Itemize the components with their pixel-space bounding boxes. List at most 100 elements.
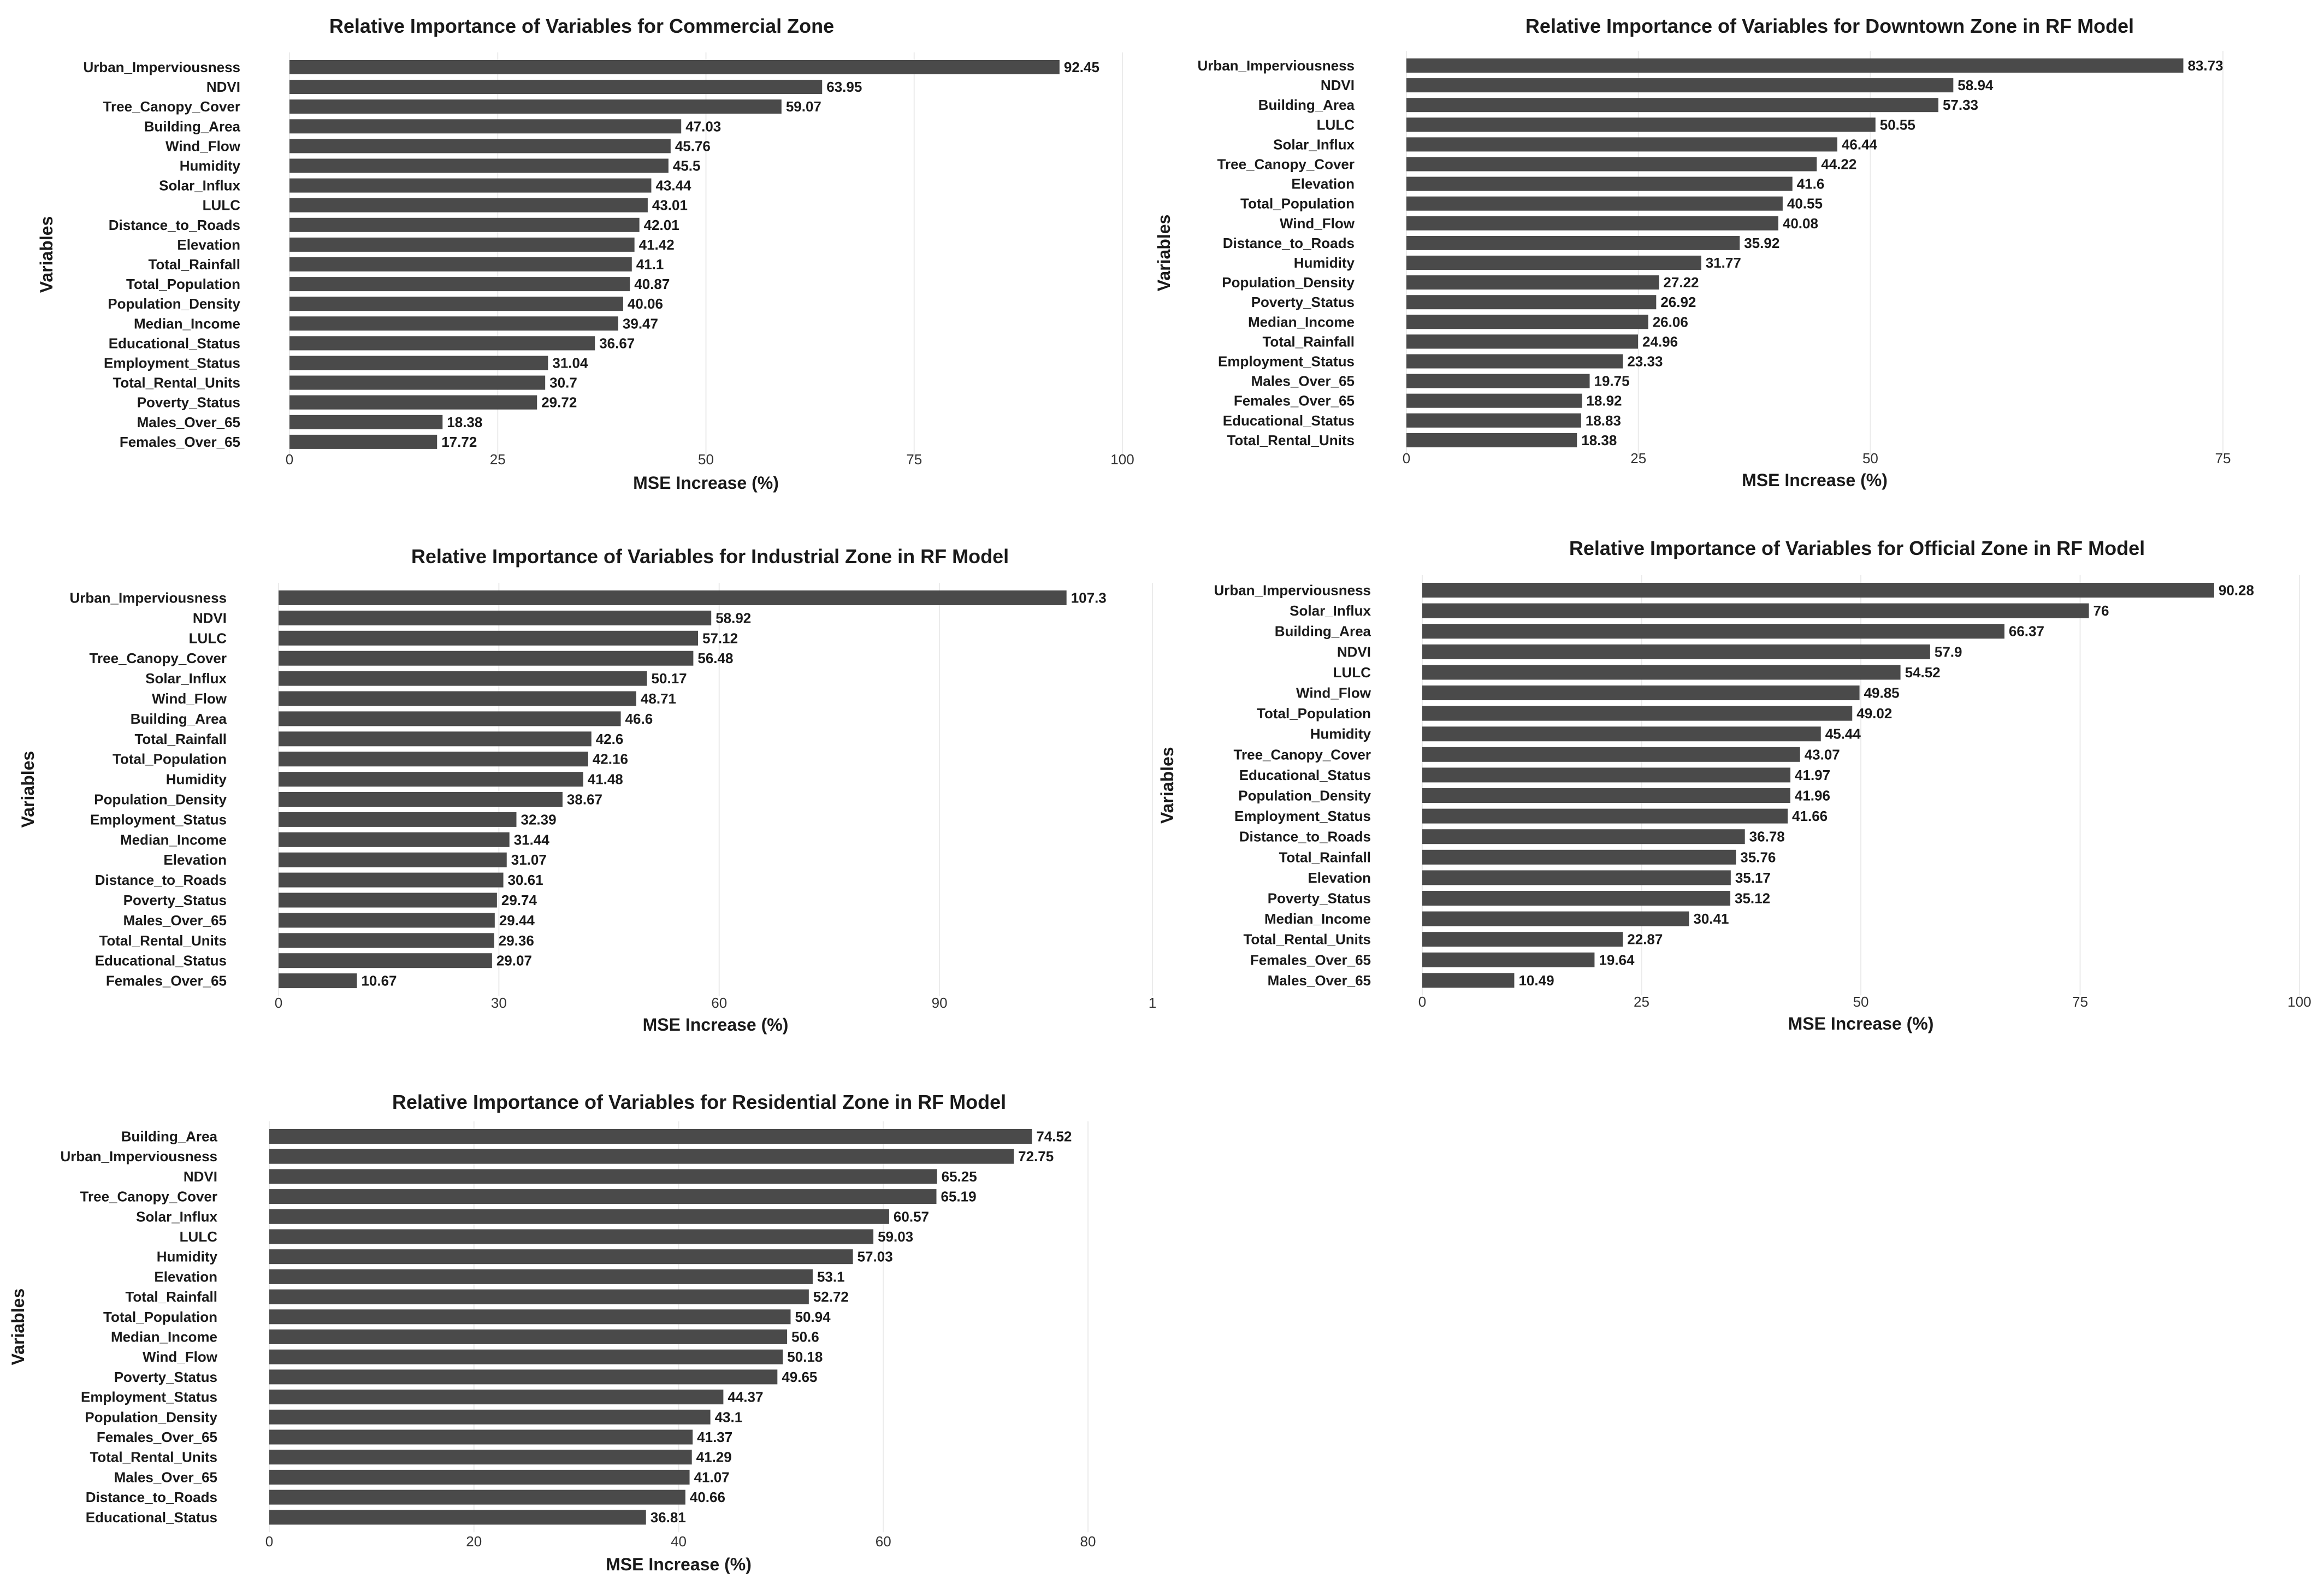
category-label: Employment_Status bbox=[1218, 353, 1355, 370]
category-label: Solar_Influx bbox=[159, 178, 240, 194]
x-tick-label: 100 bbox=[1110, 451, 1134, 468]
value-label: 60.57 bbox=[894, 1208, 929, 1225]
value-label: 29.44 bbox=[499, 912, 535, 929]
x-tick-label: 30 bbox=[491, 995, 507, 1011]
value-label: 41.48 bbox=[588, 771, 623, 788]
bar-total-rental-units bbox=[279, 933, 494, 948]
value-label: 65.25 bbox=[942, 1168, 977, 1185]
chart-title: Relative Importance of Variables for Res… bbox=[392, 1091, 1006, 1113]
category-label: Tree_Canopy_Cover bbox=[1234, 746, 1371, 763]
chart-3: Relative Importance of Variables for Off… bbox=[1157, 537, 2311, 1033]
category-label: Elevation bbox=[154, 1268, 217, 1285]
bar-wind-flow bbox=[269, 1349, 783, 1364]
category-label: Total_Rental_Units bbox=[1243, 931, 1371, 948]
y-axis-title: Variables bbox=[1154, 215, 1174, 292]
value-label: 30.7 bbox=[549, 375, 577, 391]
category-label: Humidity bbox=[166, 771, 227, 788]
bar-educational-status bbox=[279, 953, 492, 968]
value-label: 42.16 bbox=[593, 751, 628, 767]
bar-ndvi bbox=[289, 80, 823, 94]
x-tick-label: 50 bbox=[1862, 450, 1878, 466]
value-label: 41.6 bbox=[1797, 176, 1825, 192]
bar-distance-to-roads bbox=[1406, 235, 1740, 250]
value-label: 41.07 bbox=[694, 1469, 730, 1485]
value-label: 59.07 bbox=[786, 98, 821, 115]
value-label: 24.96 bbox=[1642, 333, 1678, 350]
bar-total-rental-units bbox=[1406, 433, 1577, 447]
value-label: 66.37 bbox=[2009, 623, 2044, 640]
value-label: 29.07 bbox=[496, 953, 532, 969]
value-label: 35.92 bbox=[1744, 235, 1779, 251]
category-label: Population_Density bbox=[85, 1409, 217, 1425]
bar-population-density bbox=[289, 297, 623, 311]
category-label: Total_Rental_Units bbox=[99, 932, 227, 949]
x-tick-label: 20 bbox=[466, 1533, 482, 1550]
bar-males-over-65 bbox=[1422, 973, 1515, 988]
bar-total-rainfall bbox=[269, 1289, 809, 1304]
bar-total-population bbox=[269, 1309, 791, 1325]
bar-wind-flow bbox=[1406, 216, 1778, 231]
value-label: 17.72 bbox=[441, 434, 477, 450]
x-axis-title: MSE Increase (%) bbox=[606, 1555, 752, 1574]
value-label: 57.12 bbox=[702, 630, 738, 646]
bar-total-rental-units bbox=[1422, 932, 1623, 947]
bar-ndvi bbox=[1422, 644, 1930, 659]
bar-poverty-status bbox=[1422, 891, 1731, 906]
bar-humidity bbox=[279, 772, 583, 787]
category-label: Humidity bbox=[157, 1249, 218, 1265]
bar-urban-imperviousness bbox=[279, 590, 1067, 605]
value-label: 41.37 bbox=[697, 1429, 732, 1445]
bar-females-over-65 bbox=[269, 1429, 693, 1445]
bar-elevation bbox=[289, 237, 635, 252]
bar-humidity bbox=[269, 1249, 853, 1264]
value-label: 40.55 bbox=[1787, 196, 1823, 212]
x-tick-label: 40 bbox=[671, 1533, 687, 1550]
category-label: Total_Population bbox=[1257, 705, 1371, 722]
value-label: 19.75 bbox=[1594, 373, 1630, 389]
bar-solar-influx bbox=[279, 671, 647, 686]
bar-total-population bbox=[1406, 196, 1783, 211]
value-label: 92.45 bbox=[1064, 59, 1099, 75]
value-label: 54.52 bbox=[1905, 664, 1941, 681]
category-label: Tree_Canopy_Cover bbox=[103, 98, 240, 115]
category-label: Distance_to_Roads bbox=[109, 217, 240, 233]
value-label: 32.39 bbox=[521, 811, 556, 828]
bar-building-area bbox=[1422, 624, 2004, 639]
category-label: Median_Income bbox=[1248, 314, 1355, 330]
bar-poverty-status bbox=[269, 1369, 778, 1385]
category-label: Median_Income bbox=[134, 315, 240, 332]
chart-title: Relative Importance of Variables for Dow… bbox=[1525, 15, 2134, 37]
bar-elevation bbox=[1406, 176, 1793, 191]
value-label: 83.73 bbox=[2187, 57, 2223, 74]
category-label: Total_Rainfall bbox=[1262, 333, 1355, 350]
value-label: 50.94 bbox=[795, 1309, 831, 1325]
bar-poverty-status bbox=[279, 893, 497, 908]
x-tick-label: 100 bbox=[2287, 994, 2311, 1010]
category-label: Poverty_Status bbox=[123, 892, 227, 908]
value-label: 40.06 bbox=[628, 295, 663, 312]
value-label: 23.33 bbox=[1627, 353, 1663, 370]
bar-males-over-65 bbox=[289, 415, 443, 429]
value-label: 46.6 bbox=[625, 711, 653, 727]
value-label: 41.97 bbox=[1795, 767, 1830, 783]
category-label: Educational_Status bbox=[86, 1509, 217, 1526]
category-label: Population_Density bbox=[108, 295, 240, 312]
bar-females-over-65 bbox=[289, 434, 437, 449]
x-tick-label: 50 bbox=[1853, 994, 1869, 1010]
bar-ndvi bbox=[269, 1169, 937, 1184]
y-axis-title: Variables bbox=[1157, 747, 1177, 824]
x-tick-label: 60 bbox=[876, 1533, 891, 1550]
value-label: 29.72 bbox=[541, 394, 577, 411]
bar-wind-flow bbox=[279, 691, 636, 706]
value-label: 40.08 bbox=[1783, 215, 1818, 232]
category-label: Elevation bbox=[177, 237, 240, 253]
category-label: Population_Density bbox=[94, 791, 227, 808]
value-label: 76 bbox=[2094, 602, 2109, 619]
value-label: 47.03 bbox=[685, 118, 721, 134]
category-label: Distance_to_Roads bbox=[1239, 829, 1371, 845]
category-label: Employment_Status bbox=[90, 811, 227, 828]
x-tick-label: 50 bbox=[698, 451, 714, 468]
bar-poverty-status bbox=[1406, 295, 1657, 310]
category-label: Solar_Influx bbox=[1273, 136, 1355, 152]
bar-tree-canopy-cover bbox=[289, 99, 782, 114]
